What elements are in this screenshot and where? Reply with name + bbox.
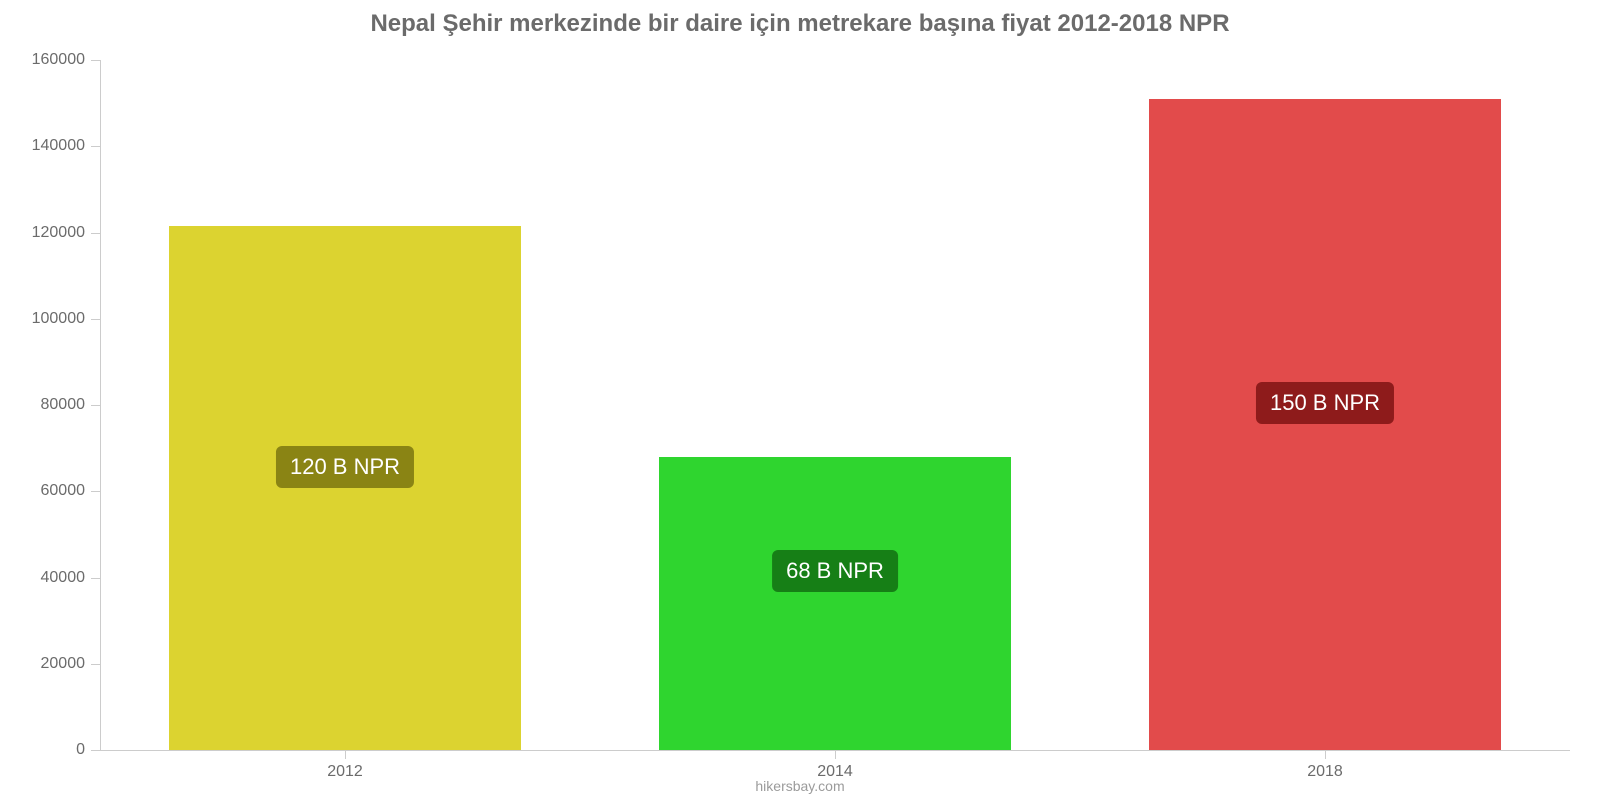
x-tick-mark — [345, 750, 346, 759]
y-tick-mark — [91, 578, 100, 579]
y-tick-label: 0 — [5, 741, 85, 759]
y-tick-mark — [91, 60, 100, 61]
y-tick-label: 60000 — [5, 482, 85, 500]
y-tick-mark — [91, 146, 100, 147]
bar — [1149, 99, 1502, 750]
y-tick-mark — [91, 233, 100, 234]
source-text: hikersbay.com — [0, 778, 1600, 794]
y-tick-label: 140000 — [5, 137, 85, 155]
bar — [659, 457, 1012, 750]
x-tick-mark — [835, 750, 836, 759]
y-tick-label: 80000 — [5, 396, 85, 414]
chart-title: Nepal Şehir merkezinde bir daire için me… — [0, 10, 1600, 38]
y-tick-mark — [91, 664, 100, 665]
plot-area: 0200004000060000800001000001200001400001… — [100, 60, 1570, 750]
x-tick-mark — [1325, 750, 1326, 759]
bar-value-label: 68 B NPR — [772, 550, 898, 592]
y-tick-mark — [91, 319, 100, 320]
y-tick-mark — [91, 491, 100, 492]
y-tick-label: 20000 — [5, 655, 85, 673]
y-tick-label: 120000 — [5, 224, 85, 242]
y-tick-label: 40000 — [5, 569, 85, 587]
bar-chart: Nepal Şehir merkezinde bir daire için me… — [0, 0, 1600, 800]
y-tick-mark — [91, 750, 100, 751]
y-tick-label: 160000 — [5, 51, 85, 69]
y-axis-line — [100, 60, 101, 750]
y-tick-mark — [91, 405, 100, 406]
bar-value-label: 150 B NPR — [1256, 382, 1394, 424]
y-tick-label: 100000 — [5, 310, 85, 328]
bar-value-label: 120 B NPR — [276, 446, 414, 488]
